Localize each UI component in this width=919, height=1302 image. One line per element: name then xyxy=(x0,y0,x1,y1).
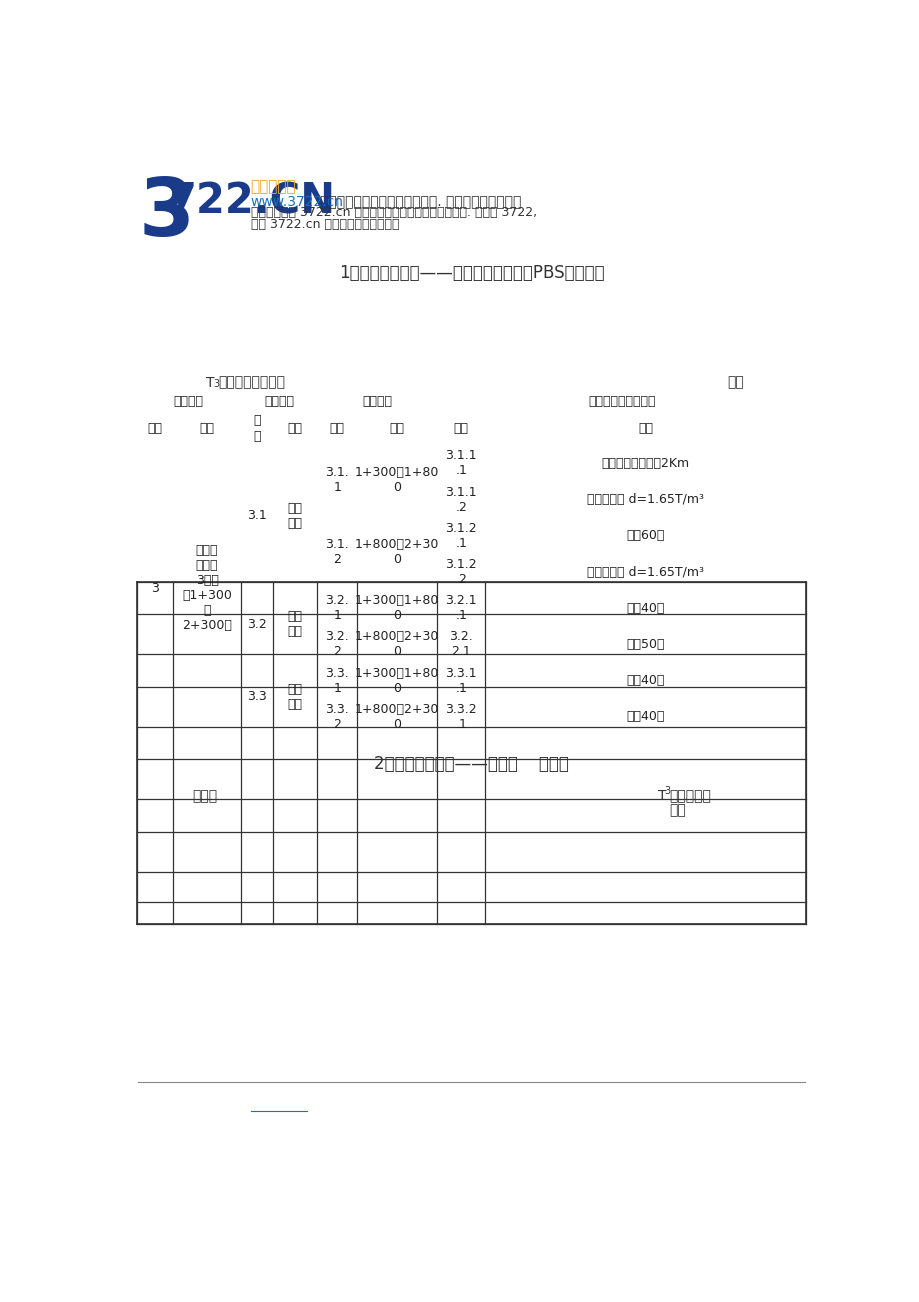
Text: T: T xyxy=(206,376,215,389)
Text: 名称: 名称 xyxy=(390,422,404,435)
Text: www.3722.cn: www.3722.cn xyxy=(250,195,344,208)
Text: 1+800～2+30
0: 1+800～2+30 0 xyxy=(355,703,439,730)
Text: 拖拉机压实 d=1.65T/m³: 拖拉机压实 d=1.65T/m³ xyxy=(586,565,703,578)
Bar xyxy=(317,483,357,484)
Text: 加入 3722.cn 必要时可将此文件解密: 加入 3722.cn 必要时可将此文件解密 xyxy=(250,217,399,230)
Text: 中国最庞大的下载资料库（整理. 版权归原作者所有）: 中国最庞大的下载资料库（整理. 版权归原作者所有） xyxy=(320,195,521,208)
Text: T: T xyxy=(657,789,665,803)
Text: 3.2.
2.1: 3.2. 2.1 xyxy=(448,630,472,659)
Text: 编码: 编码 xyxy=(147,422,163,435)
Text: 如果您不是在 3722.cn 网站下载此资料的，不要随意相信. 请访问 3722,: 如果您不是在 3722.cn 网站下载此资料的，不要随意相信. 请访问 3722… xyxy=(250,206,536,219)
Bar xyxy=(137,587,174,589)
Text: 3.3.2
.1: 3.3.2 .1 xyxy=(445,703,476,730)
Bar xyxy=(483,391,485,413)
Bar xyxy=(174,660,241,661)
Text: 3.1.1
.2: 3.1.1 .2 xyxy=(445,486,476,514)
Text: 3.1.2
.1: 3.1.2 .1 xyxy=(445,522,476,549)
Text: 3.1.
1: 3.1. 1 xyxy=(325,466,348,493)
Text: 1+800～2+30
0: 1+800～2+30 0 xyxy=(355,630,439,659)
Text: 挖、装、运，汽运2Km: 挖、装、运，汽运2Km xyxy=(601,457,689,470)
Bar xyxy=(273,516,317,517)
Text: 推运40米: 推运40米 xyxy=(626,602,664,615)
Bar xyxy=(357,555,437,557)
Bar xyxy=(137,555,174,557)
Text: 单元工程: 单元工程 xyxy=(362,396,391,409)
Text: 标项目分解结构表: 标项目分解结构表 xyxy=(218,376,285,389)
Text: 3.1.1
.1: 3.1.1 .1 xyxy=(445,449,476,478)
Bar xyxy=(137,628,174,629)
Text: 资料搜索网: 资料搜索网 xyxy=(250,180,296,194)
Text: 3.2: 3.2 xyxy=(246,618,267,631)
Text: 分部工程: 分部工程 xyxy=(264,396,294,409)
Text: 填塘
固基: 填塘 固基 xyxy=(288,682,302,711)
Text: 3.1.2
.2: 3.1.2 .2 xyxy=(445,559,476,586)
Text: 标项目进度: 标项目进度 xyxy=(668,789,710,803)
Text: 堤身
填筑: 堤身 填筑 xyxy=(288,501,302,530)
Text: 表３: 表３ xyxy=(668,803,686,818)
Text: 推运40米: 推运40米 xyxy=(626,711,664,724)
Text: 推运60米: 推运60米 xyxy=(626,530,664,543)
Text: 1+300～1+80
0: 1+300～1+80 0 xyxy=(355,594,439,622)
Text: 2、施工进度计划——甘特图    见表３: 2、施工进度计划——甘特图 见表３ xyxy=(374,755,568,772)
Text: 1、产品范围计划——产品分解结构表（PBS）见表２: 1、产品范围计划——产品分解结构表（PBS）见表２ xyxy=(338,264,604,283)
Bar xyxy=(137,516,174,517)
Bar xyxy=(137,700,174,702)
Bar xyxy=(317,555,357,557)
Text: 1+800～2+30
0: 1+800～2+30 0 xyxy=(355,538,439,566)
Bar xyxy=(174,483,241,484)
Text: 名称: 名称 xyxy=(288,422,302,435)
Bar xyxy=(241,483,273,484)
Text: 推运40米: 推运40米 xyxy=(626,674,664,687)
Bar xyxy=(173,391,174,413)
Text: 名称: 名称 xyxy=(638,422,652,435)
Text: 3.1: 3.1 xyxy=(246,509,267,522)
Text: 名称: 名称 xyxy=(199,422,214,435)
Text: 推运50米: 推运50米 xyxy=(626,638,664,651)
Text: 3: 3 xyxy=(138,176,194,254)
Text: 1+300～1+80
0: 1+300～1+80 0 xyxy=(355,466,439,493)
Text: 表２: 表２ xyxy=(726,376,743,389)
Bar xyxy=(273,483,317,484)
Bar xyxy=(241,516,273,517)
Text: 堤基
处理: 堤基 处理 xyxy=(288,611,302,638)
Bar xyxy=(137,660,174,661)
Text: 3.2.
2: 3.2. 2 xyxy=(325,630,348,659)
Bar xyxy=(174,587,241,589)
Text: 3.2.
1: 3.2. 1 xyxy=(325,594,348,622)
Text: 某县嫩
干堤防
3标段
（1+300
～
2+300）: 某县嫩 干堤防 3标段 （1+300 ～ 2+300） xyxy=(182,544,232,633)
Bar xyxy=(356,391,357,413)
Text: 1+300～1+80
0: 1+300～1+80 0 xyxy=(355,667,439,694)
Bar xyxy=(174,700,241,702)
Bar xyxy=(174,516,241,517)
Text: 编码: 编码 xyxy=(329,422,345,435)
Bar xyxy=(241,555,273,557)
Text: 3.2.1
.1: 3.2.1 .1 xyxy=(445,594,476,622)
Text: 3: 3 xyxy=(213,379,220,389)
Bar xyxy=(273,700,317,702)
Text: 722.CN: 722.CN xyxy=(167,181,335,223)
Bar xyxy=(174,555,241,557)
Text: 工序工程（工作包）: 工序工程（工作包） xyxy=(587,396,655,409)
Text: 3.1.
2: 3.1. 2 xyxy=(325,538,348,566)
Text: 3: 3 xyxy=(151,582,159,595)
Bar xyxy=(241,628,273,629)
Text: 编
码: 编 码 xyxy=(253,414,260,443)
Bar xyxy=(273,555,317,557)
Bar xyxy=(272,391,273,413)
Text: 计划表: 计划表 xyxy=(192,789,218,803)
Bar xyxy=(137,483,174,484)
Text: 3.3.
2: 3.3. 2 xyxy=(325,703,348,730)
Text: 编码: 编码 xyxy=(453,422,468,435)
Text: 3.3: 3.3 xyxy=(246,690,267,703)
Bar xyxy=(174,628,241,629)
Bar xyxy=(357,483,437,484)
Text: 单位工程: 单位工程 xyxy=(174,396,203,409)
Text: 3: 3 xyxy=(664,786,670,796)
Text: 3.3.1
.1: 3.3.1 .1 xyxy=(445,667,476,694)
Bar xyxy=(241,700,273,702)
Text: 3.3.
1: 3.3. 1 xyxy=(325,667,348,694)
Bar xyxy=(273,628,317,629)
Text: 拖拉机压实 d=1.65T/m³: 拖拉机压实 d=1.65T/m³ xyxy=(586,493,703,506)
